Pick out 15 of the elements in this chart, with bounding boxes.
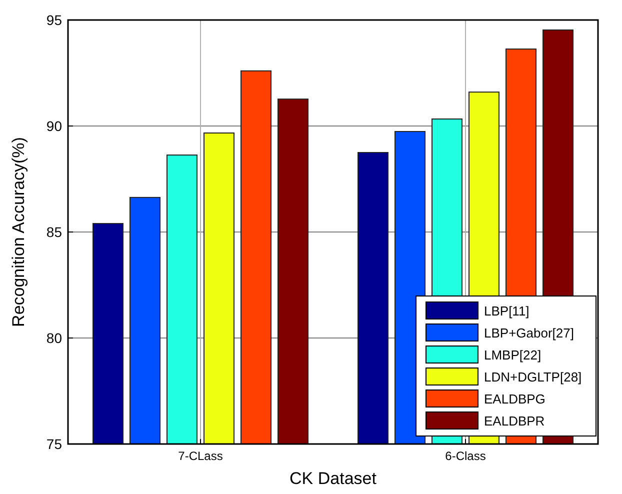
x-axis-title: CK Dataset xyxy=(290,469,377,488)
y-tick-label: 85 xyxy=(46,224,62,240)
y-tick-label: 95 xyxy=(46,12,62,28)
x-tick-label: 6-Class xyxy=(445,449,486,463)
y-tick-label: 75 xyxy=(46,436,62,452)
legend-label: EALDBPG xyxy=(484,392,546,407)
legend-label: LMBP[22] xyxy=(484,348,542,363)
legend-label: LBP[11] xyxy=(484,304,530,319)
legend-label: LDN+DGLTP[28] xyxy=(484,370,582,385)
x-tick-label: 7-CLass xyxy=(178,449,223,463)
y-tick-label: 80 xyxy=(46,330,62,346)
legend-label: EALDBPR xyxy=(484,414,545,429)
y-axis-title: Recognition Accuracy(%) xyxy=(9,137,28,327)
y-tick-label: 90 xyxy=(46,118,62,134)
legend-label: LBP+Gabor[27] xyxy=(484,326,574,341)
